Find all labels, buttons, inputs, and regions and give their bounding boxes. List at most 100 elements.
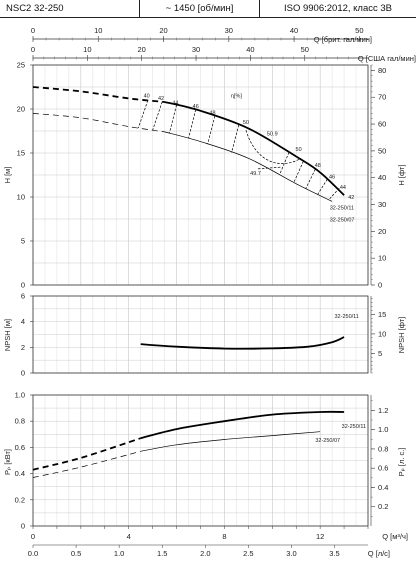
head-left-tick-label: 25 bbox=[17, 61, 25, 70]
npsh-curve bbox=[140, 336, 345, 350]
top-us-tick-label: 30 bbox=[192, 45, 200, 54]
top-brit-tick-label: 50 bbox=[355, 26, 363, 35]
efficiency-isoline bbox=[317, 179, 328, 195]
top-brit-tick-label: 0 bbox=[31, 26, 35, 35]
efficiency-label: 42 bbox=[158, 96, 164, 102]
bottom-m3h-tick-label: 8 bbox=[222, 532, 226, 541]
top-us-tick-label: 10 bbox=[83, 45, 91, 54]
power-curve-07-label: 32-250/07 bbox=[315, 438, 340, 444]
top-brit-tick-label: 20 bbox=[159, 26, 167, 35]
efficiency-label: 50.9 bbox=[267, 131, 278, 137]
pump-model: NSC2 32-250 bbox=[0, 0, 140, 17]
npsh-right-tick-label: 5 bbox=[378, 349, 382, 358]
efficiency-isoline bbox=[231, 124, 240, 153]
head-left-tick-label: 10 bbox=[17, 193, 25, 202]
top-brit-tick-label: 40 bbox=[290, 26, 298, 35]
top-us-tick-label: 20 bbox=[138, 45, 146, 54]
head-curve-11-solid bbox=[164, 101, 345, 196]
efficiency-label: 46 bbox=[193, 104, 199, 110]
head-right-tick-label: 60 bbox=[378, 120, 386, 129]
efficiency-label: 44 bbox=[340, 185, 346, 191]
power-right-tick-label: 0.6 bbox=[378, 464, 388, 473]
efficiency-legend-label: η[%] bbox=[231, 94, 242, 100]
power-curve-11-solid bbox=[140, 410, 345, 440]
chart-header: NSC2 32-250 ~ 1450 [об/мин] ISO 9906:201… bbox=[0, 0, 416, 18]
power-right-axis-label: Pₚ [л. с.] bbox=[397, 448, 406, 477]
efficiency-label: 50 bbox=[296, 147, 302, 153]
bottom-ls-tick-label: 1.5 bbox=[157, 549, 167, 558]
head-right-tick-label: 20 bbox=[378, 227, 386, 236]
head-curve-07-solid bbox=[164, 131, 333, 202]
top-brit-tick-label: 10 bbox=[94, 26, 102, 35]
power-left-tick-label: 0 bbox=[21, 522, 25, 531]
bottom-m3h-tick-label: 4 bbox=[127, 532, 131, 541]
efficiency-label: 50 bbox=[243, 120, 249, 126]
npsh-left-tick-label: 0 bbox=[21, 369, 25, 378]
power-left-tick-label: 0.6 bbox=[15, 443, 25, 452]
head-panel-frame bbox=[32, 64, 369, 286]
power-curve-11-label: 32-250/11 bbox=[342, 424, 366, 430]
efficiency-label: 46 bbox=[329, 175, 335, 181]
efficiency-label: 48 bbox=[209, 110, 215, 116]
efficiency-label: 49.7 bbox=[250, 171, 261, 177]
power-left-tick-label: 1.0 bbox=[15, 391, 25, 400]
power-left-tick-label: 0.2 bbox=[15, 495, 25, 504]
head-right-tick-label: 70 bbox=[378, 93, 386, 102]
npsh-left-tick-label: 4 bbox=[21, 317, 25, 326]
efficiency-isoline bbox=[169, 104, 177, 134]
efficiency-isoline bbox=[152, 101, 163, 131]
power-curve-07-solid bbox=[140, 431, 321, 452]
bottom-ls-tick-label: 0.5 bbox=[71, 549, 81, 558]
head-curve-11-dashed bbox=[32, 86, 165, 103]
head-left-axis-label: H [м] bbox=[3, 167, 12, 184]
efficiency-isoline bbox=[329, 187, 340, 199]
power-right-tick-label: 0.8 bbox=[378, 444, 388, 453]
head-curve-07-label: 32-250/07 bbox=[330, 218, 355, 224]
bottom-ls-tick-label: 0.0 bbox=[28, 549, 38, 558]
npsh-panel-frame bbox=[32, 295, 369, 374]
power-right-tick-label: 0.2 bbox=[378, 502, 388, 511]
efficiency-isoline-49-7 bbox=[257, 166, 282, 170]
efficiency-isoline bbox=[279, 152, 290, 176]
efficiency-isoline bbox=[305, 169, 316, 189]
top-us-tick-label: 0 bbox=[31, 45, 35, 54]
head-right-tick-label: 30 bbox=[378, 200, 386, 209]
chart-canvas: 0 10 20 30 40 50Q [брит. гал/мин]0 10 20 30 40 50Q… bbox=[3, 26, 416, 558]
bottom-ls-tick-label: 2.5 bbox=[243, 549, 253, 558]
bottom-ls-tick-label: 3.5 bbox=[329, 549, 339, 558]
test-standard: ISO 9906:2012, класс 3B bbox=[283, 3, 393, 14]
efficiency-label: 44 bbox=[172, 101, 178, 107]
efficiency-label: 40 bbox=[144, 94, 150, 100]
bottom-m3h-tick-label: 0 bbox=[31, 532, 35, 541]
efficiency-isoline-50 bbox=[245, 130, 302, 164]
efficiency-isoline bbox=[207, 115, 216, 145]
top-us-tick-label: 50 bbox=[301, 45, 309, 54]
efficiency-isoline bbox=[137, 100, 149, 129]
bottom-ls-axis-label: Q [л/с] bbox=[368, 549, 390, 558]
npsh-right-tick-label: 10 bbox=[378, 329, 386, 338]
head-left-tick-label: 15 bbox=[17, 149, 25, 158]
power-right-tick-label: 1.2 bbox=[378, 406, 388, 415]
pump-speed: ~ 1450 [об/мин] bbox=[140, 0, 260, 17]
bottom-ls-tick-label: 2.0 bbox=[200, 549, 210, 558]
power-left-tick-label: 0.8 bbox=[15, 417, 25, 426]
power-curve-07-dashed bbox=[32, 450, 141, 478]
head-curve-07-dashed bbox=[32, 113, 165, 133]
top-us-tick-label: 40 bbox=[246, 45, 254, 54]
efficiency-label: 42 bbox=[348, 195, 354, 201]
npsh-curve-label: 32-250/11 bbox=[335, 314, 359, 320]
head-left-tick-label: 5 bbox=[21, 237, 25, 246]
power-left-axis-label: Pₚ [кВт] bbox=[3, 449, 12, 475]
head-right-tick-label: 80 bbox=[378, 66, 386, 75]
power-curve-11-dashed bbox=[32, 437, 141, 471]
bottom-m3h-axis-label: Q [м³/ч] bbox=[382, 532, 408, 541]
efficiency-label: 48 bbox=[315, 163, 321, 169]
power-right-tick-label: 1.0 bbox=[378, 425, 388, 434]
top-brit-axis-label: Q [брит. гал/мин] bbox=[314, 35, 372, 44]
bottom-m3h-tick-label: 12 bbox=[316, 532, 324, 541]
top-brit-tick-label: 30 bbox=[225, 26, 233, 35]
npsh-left-axis-label: NPSH [м] bbox=[3, 319, 12, 351]
npsh-left-tick-label: 2 bbox=[21, 343, 25, 352]
head-left-tick-label: 0 bbox=[21, 281, 25, 290]
